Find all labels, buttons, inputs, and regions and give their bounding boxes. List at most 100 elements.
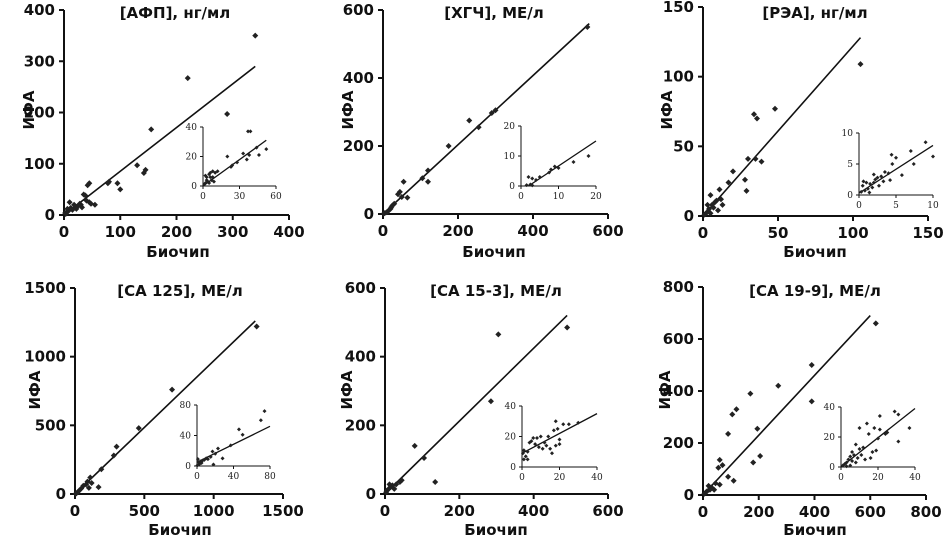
inset-data-point <box>872 426 877 430</box>
chart-title: [ХГЧ], МЕ/л <box>444 4 544 22</box>
inset-y-tick-label: 40 <box>186 123 198 133</box>
inset-x-tick-label: 80 <box>264 472 276 482</box>
inset-data-point <box>240 432 245 437</box>
chart-panel-4: [CA 125], МЕ/л Биочип ИФА 0 500 1000 1500 0 500 1… <box>24 279 304 539</box>
data-point <box>716 186 723 193</box>
data-point <box>492 107 499 114</box>
data-point <box>716 456 723 463</box>
data-point <box>72 490 79 497</box>
inset-data-point <box>540 446 545 451</box>
inset-data-point <box>864 421 869 426</box>
data-point <box>701 211 708 218</box>
inset-data-point <box>202 182 207 187</box>
data-point <box>857 61 864 68</box>
y-tick-label: 100 <box>663 68 694 86</box>
inset-data-point <box>199 460 204 465</box>
y-axis-title: ИФА <box>656 370 674 409</box>
chart-title: [CA 125], МЕ/л <box>117 282 242 300</box>
data-point <box>747 390 754 397</box>
data-point <box>808 398 815 405</box>
inset-data-point <box>203 173 208 178</box>
inset-data-point <box>546 434 551 439</box>
data-point <box>85 484 92 491</box>
inset-y-tick-label: 20 <box>824 433 836 443</box>
inset-y-tick-label: 40 <box>824 403 836 413</box>
inset-data-point <box>195 457 200 462</box>
inset-data-point <box>911 162 916 166</box>
y-axis-title: ИФА <box>26 370 44 409</box>
inset-data-point <box>230 163 235 168</box>
inset-data-point <box>552 164 557 169</box>
inset-data-point <box>907 426 912 430</box>
inset-y-tick-label: 20 <box>504 122 516 132</box>
inset-data-point <box>542 440 547 445</box>
data-point <box>757 453 764 459</box>
data-point <box>706 486 713 493</box>
inset-data-point <box>888 178 893 183</box>
inset-y-tick-label: 40 <box>505 402 517 412</box>
data-point <box>106 178 112 185</box>
x-tick-label: 0 <box>698 503 708 521</box>
x-tick-label: 1000 <box>193 502 235 520</box>
inset-x-tick-label: 0 <box>518 192 524 202</box>
y-tick-label: 400 <box>663 382 694 400</box>
inset-data-point <box>861 445 866 450</box>
data-point <box>87 474 94 481</box>
data-point <box>383 489 390 496</box>
inset-data-point <box>533 442 538 447</box>
data-point <box>754 425 761 432</box>
y-tick-label: 0 <box>684 207 694 225</box>
y-tick-label: 0 <box>364 205 374 223</box>
data-point <box>719 462 726 469</box>
inset-data-point <box>886 171 891 176</box>
data-point <box>398 194 405 200</box>
inset-data-point <box>557 442 562 447</box>
trendline <box>702 315 871 496</box>
inset-x-tick-label: 60 <box>270 192 282 202</box>
data-point <box>711 486 718 493</box>
data-point <box>488 110 495 117</box>
inset-data-point <box>868 181 873 186</box>
trendline <box>384 314 568 495</box>
x-tick-label: 0 <box>70 502 80 520</box>
inset-plot: 0 30 60 0 20 40 <box>186 123 282 202</box>
x-tick-label: 200 <box>442 222 473 240</box>
data-point <box>66 199 73 206</box>
data-point <box>730 477 737 484</box>
y-tick-label: 0 <box>366 485 376 503</box>
inset-plot: 0 40 80 0 40 80 <box>180 401 276 482</box>
inset-data-point <box>863 457 868 462</box>
chart-title: [CA 19-9], МЕ/л <box>749 282 881 300</box>
inset-x-tick-label: 10 <box>553 192 565 202</box>
x-tick-label: 600 <box>592 222 623 240</box>
inset-data-point <box>556 166 561 170</box>
inset-data-point <box>896 412 901 417</box>
inset-data-point <box>875 175 880 180</box>
x-tick-label: 400 <box>517 222 548 240</box>
inset-data-point <box>228 443 233 448</box>
chart-title: [РЭА], нг/мл <box>762 4 867 22</box>
inset-data-point <box>861 179 866 184</box>
data-point <box>224 111 231 118</box>
data-point <box>733 406 740 413</box>
data-point <box>421 454 428 461</box>
data-point <box>754 115 760 122</box>
inset-data-point <box>867 190 872 195</box>
inset-data-point <box>908 148 913 153</box>
inset-data-point <box>844 464 849 469</box>
inset-data-point <box>871 172 876 177</box>
trendline <box>382 23 590 215</box>
x-tick-label: 50 <box>768 224 789 242</box>
inset-data-point <box>520 451 525 456</box>
data-point <box>743 187 750 194</box>
x-axis-title: Биочип <box>146 243 209 261</box>
y-axis-title: ИФА <box>20 90 38 129</box>
data-point <box>775 382 782 389</box>
inset-data-point <box>213 451 218 456</box>
data-point <box>396 478 403 485</box>
data-point <box>564 324 571 331</box>
inset-data-point <box>853 460 858 465</box>
inset-y-tick-label: 10 <box>842 129 854 139</box>
inset-data-point <box>211 179 216 184</box>
inset-plot: 0 10 20 0 10 20 <box>504 122 602 202</box>
